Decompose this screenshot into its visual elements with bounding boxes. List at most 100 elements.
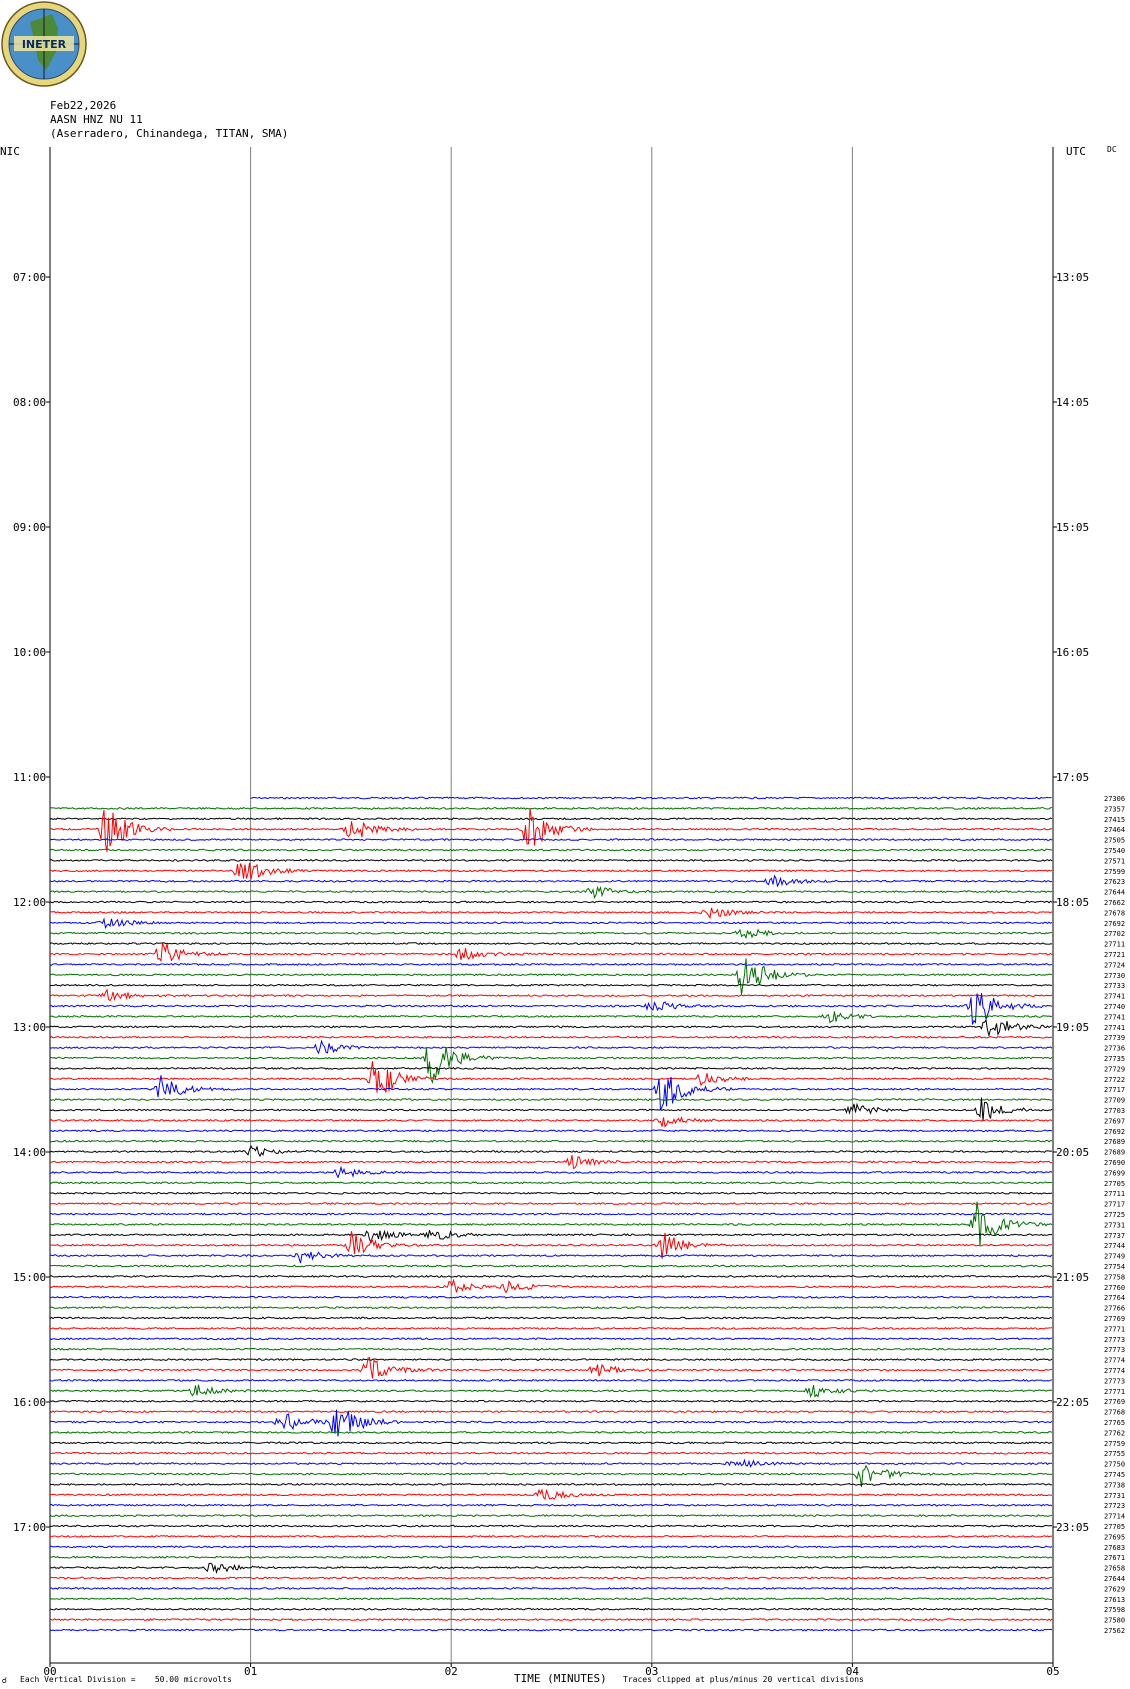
seismic-trace (49, 1075, 1053, 1111)
trace-level-label: 27415 (1104, 816, 1125, 824)
trace-level-label: 27357 (1104, 805, 1125, 813)
trace-level-label: 27683 (1104, 1544, 1125, 1552)
seismic-traces (49, 796, 1053, 1632)
clip-note: Traces clipped at plus/minus 20 vertical… (623, 1675, 864, 1684)
trace-level-label: 27755 (1104, 1450, 1125, 1458)
trace-level-label: 27773 (1104, 1336, 1125, 1344)
seismic-trace (49, 1144, 1053, 1158)
seismic-trace (50, 1326, 1053, 1330)
seismic-trace (49, 874, 1053, 888)
seismic-trace (49, 1251, 1053, 1264)
trace-level-label: 27306 (1104, 795, 1125, 803)
trace-level-label: 27762 (1104, 1429, 1125, 1437)
trace-level-label: 27774 (1104, 1367, 1125, 1375)
seismic-trace (49, 862, 1053, 880)
seismic-trace (49, 942, 1053, 946)
seismic-trace (49, 1066, 1053, 1070)
seismic-trace (49, 1534, 1053, 1538)
seismic-trace (49, 1628, 1053, 1632)
trace-level-label: 27689 (1104, 1149, 1125, 1157)
trace-level-label: 27740 (1104, 1003, 1125, 1011)
left-timezone-label: NIC (0, 145, 20, 158)
scale-note: Each Vertical Division = 50.00 microvolt… (20, 1675, 232, 1684)
trace-level-label: 27736 (1104, 1045, 1125, 1053)
trace-level-label: 27731 (1104, 1492, 1125, 1500)
trace-level-label: 27765 (1104, 1419, 1125, 1427)
seismic-trace (49, 900, 1053, 904)
trace-level-label: 27711 (1104, 941, 1125, 949)
seismic-trace (49, 1316, 1053, 1320)
seismic-trace (49, 1165, 1053, 1179)
trace-level-label: 27711 (1104, 1190, 1125, 1198)
trace-level-label: 27730 (1104, 972, 1125, 980)
trace-level-label: 27644 (1104, 889, 1125, 897)
right-hour-label: 21:05 (1056, 1271, 1089, 1284)
trace-level-label: 27774 (1104, 1357, 1125, 1365)
trace-level-label: 27703 (1104, 1107, 1125, 1115)
seismic-trace (49, 1378, 1053, 1382)
seismic-trace (49, 1046, 1053, 1084)
seismic-trace (49, 958, 1053, 995)
seismic-trace (49, 1231, 1053, 1259)
trace-level-label: 27737 (1104, 1232, 1125, 1240)
seismic-trace (49, 1458, 1053, 1468)
seismic-trace (49, 1358, 1053, 1362)
seismic-trace (49, 1514, 1053, 1518)
station-code: AASN HNZ NU 11 (50, 113, 143, 126)
trace-level-label: 27623 (1104, 878, 1125, 886)
seismic-trace (49, 1201, 1053, 1247)
x-tick-label: 01 (244, 1665, 257, 1678)
seismic-trace (49, 1011, 1053, 1024)
seismic-trace (49, 1555, 1053, 1559)
x-tick-label: 00 (43, 1665, 56, 1678)
trace-level-label: 27773 (1104, 1377, 1125, 1385)
trace-level-label: 27709 (1104, 1097, 1125, 1105)
trace-level-label: 27598 (1104, 1606, 1125, 1614)
trace-level-label: 27741 (1104, 1024, 1125, 1032)
seismic-trace (49, 1430, 1053, 1434)
seismic-trace (49, 1451, 1053, 1455)
seismic-trace (49, 993, 1053, 1025)
trace-level-label: 27729 (1104, 1065, 1125, 1073)
seismic-trace (49, 1545, 1053, 1549)
trace-level-label: 27644 (1104, 1575, 1125, 1583)
right-hour-label: 17:05 (1056, 771, 1089, 784)
seismic-trace (250, 796, 1052, 800)
trace-level-label: 27629 (1104, 1585, 1125, 1593)
seismic-trace (49, 806, 1053, 810)
seismic-trace (49, 1562, 1053, 1575)
seismic-trace (49, 1018, 1053, 1038)
trace-level-label: 27731 (1104, 1221, 1125, 1229)
trace-level-label: 27758 (1104, 1273, 1125, 1281)
seismic-trace (49, 943, 1053, 963)
seismic-trace (49, 817, 1053, 821)
trace-level-label: 27722 (1104, 1076, 1125, 1084)
seismic-trace (49, 1482, 1053, 1486)
trace-level-label: 27714 (1104, 1513, 1125, 1521)
x-tick-label: 05 (1046, 1665, 1059, 1678)
ineter-logo: INETER (1, 1, 87, 87)
seismic-trace (49, 928, 1053, 940)
trace-level-label: 27724 (1104, 961, 1125, 969)
trace-level-label: 27768 (1104, 1409, 1125, 1417)
seismic-trace (49, 1306, 1053, 1310)
seismic-trace (49, 1139, 1053, 1143)
left-hour-label: 12:00 (13, 896, 46, 909)
seismic-trace (49, 1181, 1053, 1185)
right-hour-label: 16:05 (1056, 646, 1089, 659)
seismic-trace (49, 1098, 1053, 1102)
seismic-trace (49, 1409, 1053, 1437)
seismic-trace (49, 1618, 1053, 1622)
seismic-trace (49, 1597, 1052, 1601)
trace-level-label: 27692 (1104, 920, 1125, 928)
seismic-trace (49, 1295, 1053, 1299)
trace-level-label: 27540 (1104, 847, 1125, 855)
seismic-trace (49, 1061, 1053, 1093)
trace-level-label: 27705 (1104, 1523, 1125, 1531)
seismic-trace (50, 1384, 1053, 1398)
left-hour-label: 10:00 (13, 646, 46, 659)
seismic-trace (49, 1115, 1053, 1128)
left-hour-label: 11:00 (13, 771, 46, 784)
trace-level-label: 27671 (1104, 1554, 1125, 1562)
seismic-trace (49, 885, 1053, 900)
